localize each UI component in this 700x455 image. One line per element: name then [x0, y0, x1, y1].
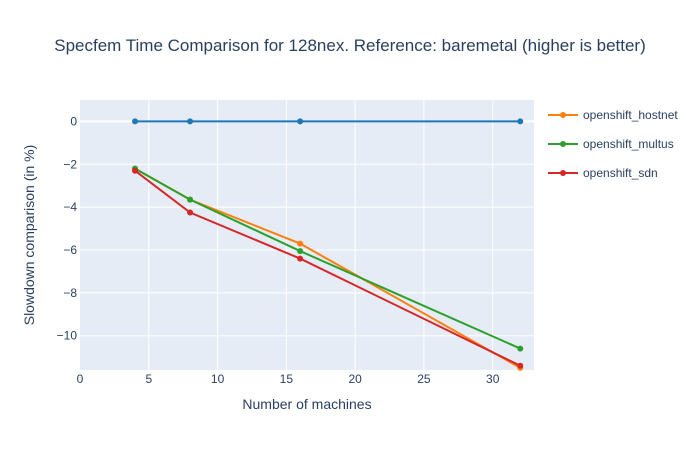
data-point	[297, 255, 304, 262]
x-tick-label: 10	[211, 372, 225, 386]
legend-item[interactable]: openshift_sdn	[548, 166, 658, 180]
x-axis-ticks: 0 5 10 15 20 25 30	[77, 372, 500, 386]
x-tick-label: 25	[417, 372, 431, 386]
data-point	[297, 248, 304, 255]
data-point	[187, 118, 194, 125]
data-point	[187, 209, 194, 216]
x-tick-label: 0	[77, 372, 84, 386]
data-point	[297, 118, 304, 125]
y-tick-label: −10	[57, 329, 78, 343]
legend-item[interactable]: openshift_multus	[548, 137, 674, 151]
y-tick-label: −2	[63, 157, 77, 171]
y-tick-label: −4	[63, 200, 77, 214]
plot-background	[80, 100, 534, 370]
legend-swatch-marker	[560, 112, 566, 118]
legend-item[interactable]: openshift_hostnet	[548, 108, 678, 122]
y-tick-label: 0	[70, 114, 77, 128]
legend-label: openshift_sdn	[583, 166, 658, 180]
y-tick-label: −6	[63, 243, 77, 257]
y-axis-label: Slowdown comparison (in %)	[21, 145, 37, 326]
chart-title: Specfem Time Comparison for 128nex. Refe…	[54, 36, 646, 55]
x-tick-label: 15	[280, 372, 294, 386]
y-tick-label: −8	[63, 286, 77, 300]
legend-swatch-marker	[560, 141, 566, 147]
data-point	[297, 240, 304, 247]
legend-label: openshift_multus	[583, 137, 674, 151]
data-point	[517, 345, 524, 352]
data-point	[517, 362, 524, 369]
x-tick-label: 20	[348, 372, 362, 386]
legend-swatch-marker	[560, 170, 566, 176]
series-reference	[132, 118, 524, 125]
data-point	[187, 196, 194, 203]
data-point	[132, 118, 139, 125]
series-openshift_sdn	[132, 167, 524, 369]
legend-label: openshift_hostnet	[583, 108, 678, 122]
grid	[80, 100, 534, 370]
x-tick-label: 5	[145, 372, 152, 386]
legend[interactable]: openshift_hostnet openshift_multusopenshi…	[548, 108, 678, 180]
x-tick-label: 30	[486, 372, 500, 386]
series-line	[134, 169, 521, 367]
series-group	[132, 118, 524, 371]
y-axis-ticks: 0 −2 −4 −6 −8 −10	[57, 114, 78, 342]
x-axis-label: Number of machines	[242, 396, 371, 412]
series-line	[134, 167, 521, 350]
data-point	[517, 118, 524, 125]
data-point	[132, 167, 139, 174]
